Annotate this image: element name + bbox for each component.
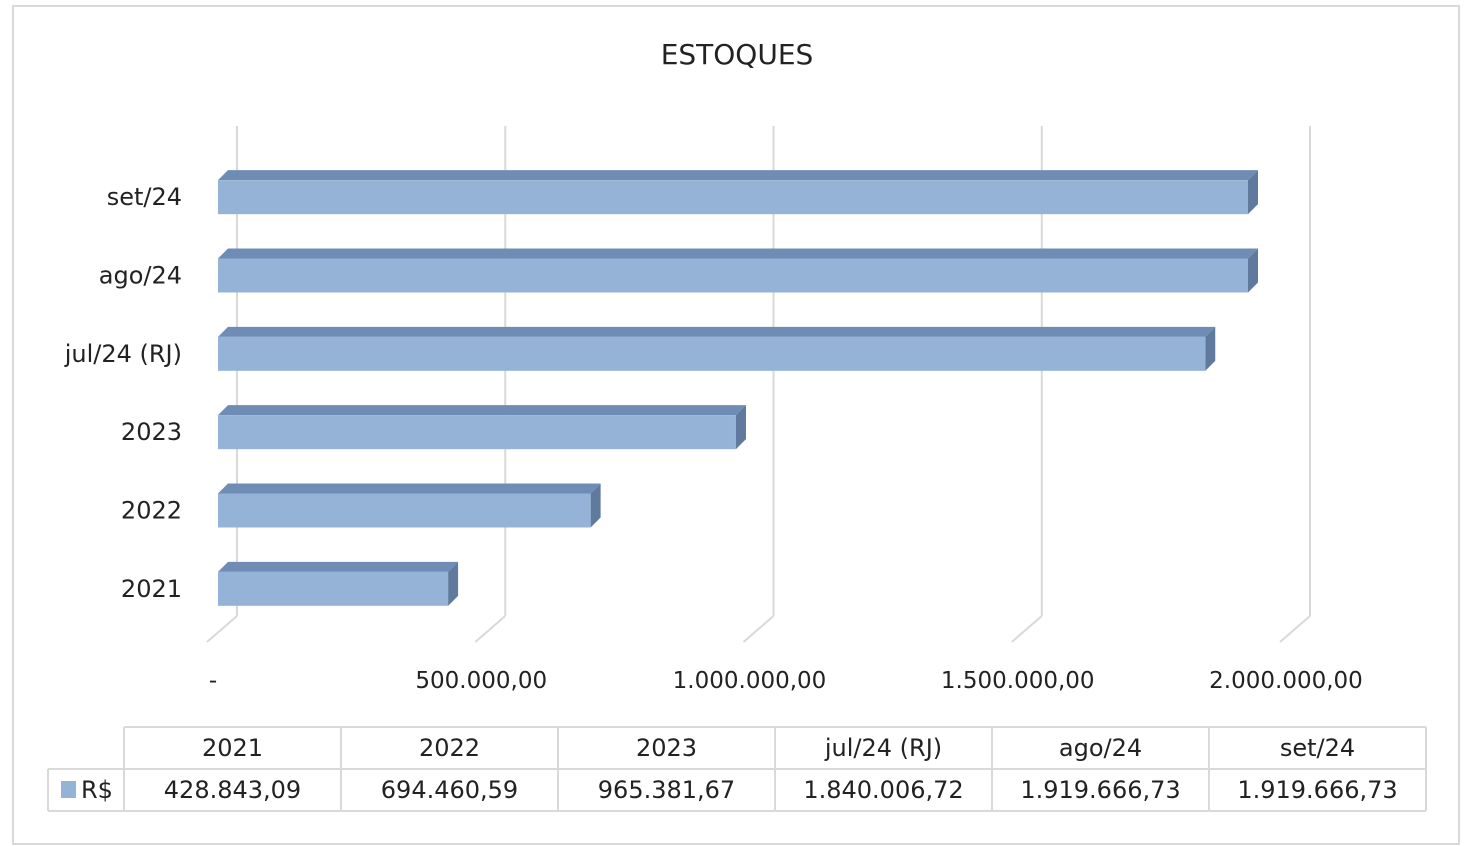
category-label-2: 2023 — [121, 418, 182, 446]
table-value-0: 428.843,09 — [164, 776, 301, 804]
table-header-0: 2021 — [202, 734, 263, 762]
bars — [218, 170, 1258, 606]
table-value-1: 694.460,59 — [381, 776, 518, 804]
bar-top-3 — [218, 326, 1216, 337]
bar-side-0 — [448, 561, 459, 606]
bar-2 — [218, 415, 736, 450]
bar-top-4 — [218, 248, 1258, 259]
category-labels: 2021 2022 2023 jul/24 (RJ) ago/24 set/24 — [64, 183, 182, 603]
bar-side-1 — [590, 483, 601, 528]
legend-label: R$ — [81, 776, 113, 804]
x-tick-label-0: - — [209, 668, 217, 694]
category-label-1: 2022 — [121, 497, 182, 525]
floor-line-4 — [1279, 615, 1311, 643]
category-label-3: jul/24 (RJ) — [64, 340, 182, 368]
bar-0 — [218, 571, 449, 606]
data-table: 2021 428.843,09 2022 694.460,59 2023 965.381,… — [47, 726, 1427, 812]
table-value-3: 1.840.006,72 — [803, 776, 963, 804]
table-value-4: 1.919.666,73 — [1020, 776, 1180, 804]
legend-key — [61, 781, 76, 798]
x-tick-label-3: 1.500.000,00 — [941, 668, 1095, 694]
bar-top-2 — [218, 405, 746, 416]
table-header-3: jul/24 (RJ) — [824, 734, 942, 762]
bar-1 — [218, 493, 591, 528]
bar-side-4 — [1248, 248, 1258, 293]
bar-top-1 — [218, 483, 601, 494]
bar-side-2 — [735, 405, 746, 450]
x-tick-labels: - 500.000,00 1.000.000,00 1.500.000,00 2.000… — [209, 668, 1363, 694]
floor-line-2 — [742, 615, 775, 643]
floor-line-3 — [1011, 615, 1043, 643]
table-header-5: set/24 — [1280, 734, 1355, 762]
bar-side-5 — [1248, 170, 1258, 215]
x-tick-label-4: 2.000.000,00 — [1209, 668, 1363, 694]
bar-5 — [218, 180, 1248, 215]
table-header-4: ago/24 — [1059, 734, 1142, 762]
bar-side-3 — [1205, 326, 1216, 371]
floor-line-0 — [206, 615, 238, 643]
x-tick-label-1: 500.000,00 — [415, 668, 547, 694]
bar-top-0 — [218, 561, 459, 572]
chart-title: ESTOQUES — [661, 38, 814, 71]
category-label-4: ago/24 — [99, 262, 182, 290]
x-tick-label-2: 1.000.000,00 — [673, 668, 827, 694]
bar-4 — [218, 258, 1248, 293]
bar-3 — [218, 336, 1206, 371]
bar-top-5 — [218, 170, 1258, 181]
floor-line-1 — [474, 615, 506, 643]
category-label-0: 2021 — [121, 575, 182, 603]
category-label-5: set/24 — [107, 183, 182, 211]
table-header-2: 2023 — [636, 734, 697, 762]
table-value-2: 965.381,67 — [598, 776, 735, 804]
table-value-5: 1.919.666,73 — [1237, 776, 1397, 804]
table-header-1: 2022 — [419, 734, 480, 762]
